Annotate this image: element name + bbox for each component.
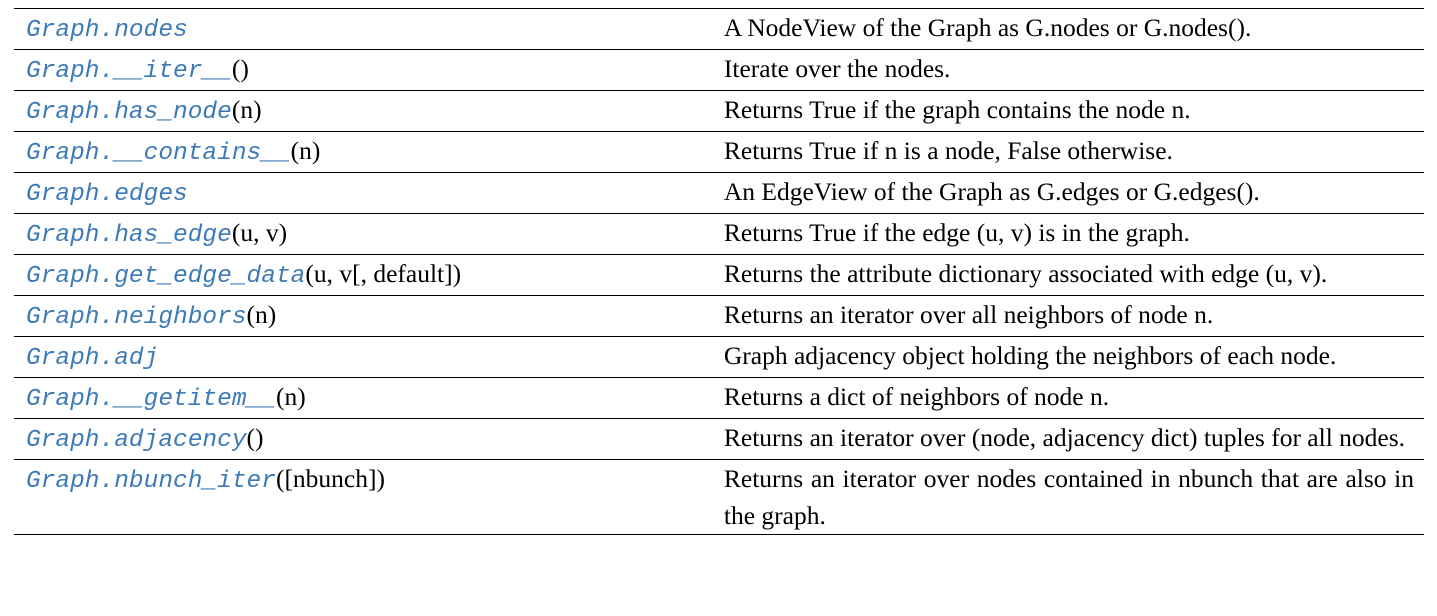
- api-link-graph-has-node[interactable]: Graph.has_node: [26, 99, 232, 126]
- api-args: (n): [246, 300, 277, 329]
- api-link-graph-adjacency[interactable]: Graph.adjacency: [26, 427, 247, 454]
- api-name-cell: Graph.has_node(n): [14, 90, 712, 132]
- api-args: (n): [275, 382, 306, 411]
- table-row: Graph.adj Graph adjacency object holding…: [14, 336, 1424, 378]
- api-summary-table: Graph.nodes A NodeView of the Graph as G…: [14, 8, 1424, 535]
- api-description: Returns True if the edge (u, v) is in th…: [711, 213, 1424, 255]
- api-description: Returns an iterator over nodes contained…: [711, 459, 1424, 535]
- api-link-graph-getitem[interactable]: Graph.__getitem__: [26, 386, 276, 413]
- api-summary-table-body: Graph.nodes A NodeView of the Graph as G…: [14, 8, 1424, 535]
- table-row: Graph.edges An EdgeView of the Graph as …: [14, 172, 1424, 214]
- table-row: Graph.__getitem__(n) Returns a dict of n…: [14, 377, 1424, 419]
- api-args: (u, v[, default]): [305, 259, 462, 288]
- api-link-graph-contains[interactable]: Graph.__contains__: [26, 140, 291, 167]
- api-args: (u, v): [231, 218, 288, 247]
- api-link-graph-has-edge[interactable]: Graph.has_edge: [26, 222, 232, 249]
- api-description: An EdgeView of the Graph as G.edges or G…: [711, 172, 1424, 214]
- table-row: Graph.__iter__() Iterate over the nodes.: [14, 49, 1424, 91]
- api-link-graph-nbunch-iter[interactable]: Graph.nbunch_iter: [26, 468, 276, 495]
- table-row: Graph.get_edge_data(u, v[, default]) Ret…: [14, 254, 1424, 296]
- api-args: (): [246, 423, 264, 452]
- api-name-cell: Graph.has_edge(u, v): [14, 213, 712, 255]
- api-name-cell: Graph.adjacency(): [14, 418, 712, 460]
- api-name-cell: Graph.__contains__(n): [14, 131, 712, 173]
- api-description: Returns the attribute dictionary associa…: [711, 254, 1424, 296]
- api-args: (n): [290, 136, 321, 165]
- api-args: (): [231, 54, 249, 83]
- api-args: (n): [231, 95, 262, 124]
- api-name-cell: Graph.neighbors(n): [14, 295, 712, 337]
- api-name-cell: Graph.__getitem__(n): [14, 377, 712, 419]
- api-name-cell: Graph.get_edge_data(u, v[, default]): [14, 254, 712, 296]
- api-name-cell: Graph.nodes: [14, 8, 712, 50]
- api-description: Returns True if the graph contains the n…: [711, 90, 1424, 132]
- api-name-cell: Graph.adj: [14, 336, 712, 378]
- table-row: Graph.__contains__(n) Returns True if n …: [14, 131, 1424, 173]
- api-description: A NodeView of the Graph as G.nodes or G.…: [711, 8, 1424, 50]
- api-description: Iterate over the nodes.: [711, 49, 1424, 91]
- api-link-graph-nodes[interactable]: Graph.nodes: [26, 17, 188, 44]
- api-name-cell: Graph.nbunch_iter([nbunch]): [14, 459, 712, 535]
- api-link-graph-adj[interactable]: Graph.adj: [26, 345, 159, 372]
- api-name-cell: Graph.edges: [14, 172, 712, 214]
- table-row: Graph.nodes A NodeView of the Graph as G…: [14, 8, 1424, 50]
- table-row: Graph.has_edge(u, v) Returns True if the…: [14, 213, 1424, 255]
- api-description: Returns True if n is a node, False other…: [711, 131, 1424, 173]
- api-description: Returns an iterator over all neighbors o…: [711, 295, 1424, 337]
- api-description: Returns a dict of neighbors of node n.: [711, 377, 1424, 419]
- table-row: Graph.adjacency() Returns an iterator ov…: [14, 418, 1424, 460]
- table-row: Graph.nbunch_iter([nbunch]) Returns an i…: [14, 459, 1424, 535]
- api-name-cell: Graph.__iter__(): [14, 49, 712, 91]
- api-description: Returns an iterator over (node, adjacenc…: [711, 418, 1424, 460]
- api-link-graph-neighbors[interactable]: Graph.neighbors: [26, 304, 247, 331]
- api-description: Graph adjacency object holding the neigh…: [711, 336, 1424, 378]
- api-link-graph-edges[interactable]: Graph.edges: [26, 181, 188, 208]
- table-row: Graph.has_node(n) Returns True if the gr…: [14, 90, 1424, 132]
- table-row: Graph.neighbors(n) Returns an iterator o…: [14, 295, 1424, 337]
- api-link-graph-iter[interactable]: Graph.__iter__: [26, 58, 232, 85]
- api-link-graph-get-edge-data[interactable]: Graph.get_edge_data: [26, 263, 306, 290]
- api-args: ([nbunch]): [275, 464, 385, 493]
